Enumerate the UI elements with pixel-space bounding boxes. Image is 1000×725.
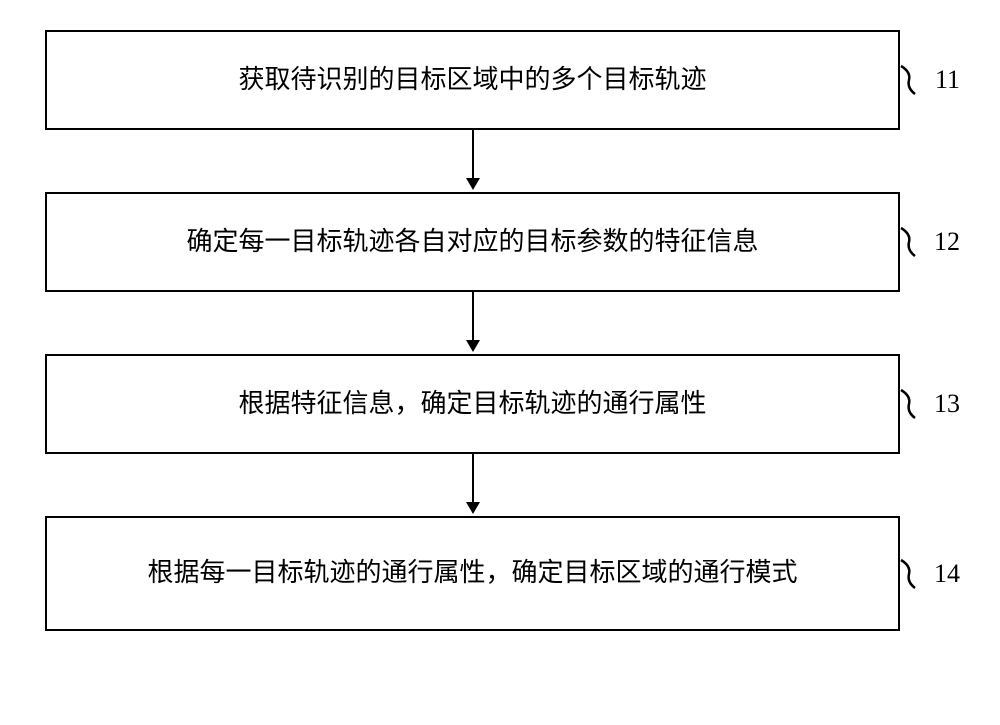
label-curve-4	[899, 556, 917, 592]
step-row-3: 根据特征信息，确定目标轨迹的通行属性 13	[45, 354, 955, 454]
arrow-head-1	[466, 178, 480, 190]
arrow-1	[45, 130, 900, 192]
step-box-2: 确定每一目标轨迹各自对应的目标参数的特征信息	[45, 192, 900, 292]
arrow-3	[45, 454, 900, 516]
step-text-1: 获取待识别的目标区域中的多个目标轨迹	[238, 62, 706, 98]
arrow-line-1	[472, 130, 474, 180]
step-text-3: 根据特征信息，确定目标轨迹的通行属性	[238, 386, 706, 422]
step-text-4: 根据每一目标轨迹的通行属性，确定目标区域的通行模式	[147, 555, 797, 591]
step-label-1: 11	[935, 65, 960, 95]
step-row-2: 确定每一目标轨迹各自对应的目标参数的特征信息 12	[45, 192, 955, 292]
label-curve-1	[899, 62, 917, 98]
flowchart-container: 获取待识别的目标区域中的多个目标轨迹 11 确定每一目标轨迹各自对应的目标参数的…	[45, 30, 955, 631]
label-curve-3	[899, 386, 917, 422]
step-box-1: 获取待识别的目标区域中的多个目标轨迹	[45, 30, 900, 130]
step-label-2: 12	[934, 227, 960, 257]
arrow-line-2	[472, 292, 474, 342]
step-row-1: 获取待识别的目标区域中的多个目标轨迹 11	[45, 30, 955, 130]
label-curve-2	[899, 224, 917, 260]
arrow-head-3	[466, 502, 480, 514]
step-text-2: 确定每一目标轨迹各自对应的目标参数的特征信息	[186, 224, 758, 260]
step-box-4: 根据每一目标轨迹的通行属性，确定目标区域的通行模式	[45, 516, 900, 631]
step-label-3: 13	[934, 389, 960, 419]
arrow-head-2	[466, 340, 480, 352]
step-label-4: 14	[934, 559, 960, 589]
step-box-3: 根据特征信息，确定目标轨迹的通行属性	[45, 354, 900, 454]
step-row-4: 根据每一目标轨迹的通行属性，确定目标区域的通行模式 14	[45, 516, 955, 631]
arrow-line-3	[472, 454, 474, 504]
arrow-2	[45, 292, 900, 354]
